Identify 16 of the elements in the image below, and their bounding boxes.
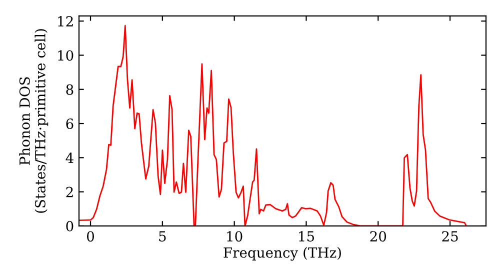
x-tick-label: 0 bbox=[87, 231, 94, 242]
y-tick-label: 10 bbox=[58, 50, 74, 61]
x-tick-label: 15 bbox=[299, 231, 314, 242]
x-tick-label: 20 bbox=[370, 231, 386, 242]
y-tick-label: 12 bbox=[58, 16, 73, 26]
x-axis-title: Frequency (THz) bbox=[224, 247, 341, 261]
y-tick-label: 6 bbox=[66, 118, 74, 129]
y-tick-label: 4 bbox=[66, 152, 74, 163]
line-series bbox=[79, 24, 467, 226]
y-tick-label: 0 bbox=[66, 220, 74, 232]
y-tick-label: 2 bbox=[66, 186, 73, 198]
y-axis-title: Phonon DOS (States/THz·primitive cell) bbox=[19, 29, 48, 213]
y-tick-label: 8 bbox=[66, 84, 74, 95]
x-tick-label: 10 bbox=[227, 231, 242, 242]
x-tick-label: 25 bbox=[442, 231, 458, 242]
x-tick-label: 5 bbox=[159, 231, 166, 242]
